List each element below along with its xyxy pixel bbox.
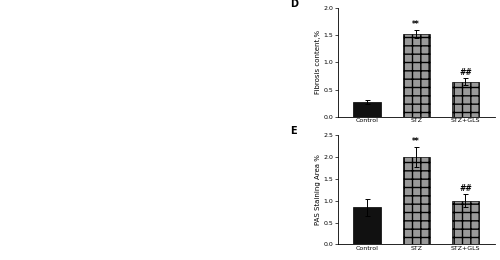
Bar — [402, 157, 430, 244]
Bar — [354, 102, 380, 117]
Bar — [452, 201, 479, 244]
Y-axis label: Fibrosis content,%: Fibrosis content,% — [316, 30, 322, 94]
Bar — [402, 34, 430, 117]
Text: ##: ## — [459, 68, 472, 77]
Bar — [452, 81, 479, 117]
Bar — [354, 207, 380, 244]
Y-axis label: PAS Staining Area %: PAS Staining Area % — [316, 154, 322, 225]
Text: **: ** — [412, 137, 420, 146]
Text: ##: ## — [459, 184, 472, 193]
Text: E: E — [290, 126, 297, 136]
Text: D: D — [290, 0, 298, 9]
Text: **: ** — [412, 20, 420, 29]
